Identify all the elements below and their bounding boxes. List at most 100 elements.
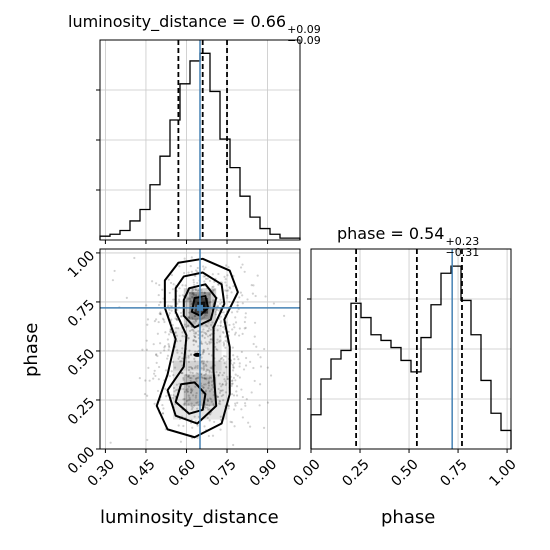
- sample-point: [195, 391, 198, 395]
- sample-point: [203, 377, 207, 380]
- sample-point: [217, 402, 221, 405]
- sample-point: [188, 311, 191, 314]
- sample-point: [175, 340, 179, 343]
- sample-point: [189, 297, 192, 300]
- luminosity-distance-histogram-panel: [96, 39, 301, 244]
- sample-point: [202, 349, 205, 352]
- sample-point: [158, 283, 161, 287]
- sample-point: [174, 331, 177, 335]
- sample-point: [170, 309, 173, 312]
- sample-point: [168, 291, 171, 295]
- sample-point: [173, 390, 176, 393]
- sample-point: [215, 347, 218, 351]
- sample-point: [187, 374, 191, 377]
- sample-point: [154, 353, 158, 357]
- sample-point: [187, 354, 190, 358]
- sample-point: [178, 265, 181, 268]
- sample-point: [176, 351, 179, 354]
- sample-point: [193, 360, 197, 363]
- sample-point: [219, 315, 223, 318]
- sample-point: [183, 335, 186, 338]
- sample-point: [171, 288, 175, 291]
- sample-point: [201, 376, 204, 380]
- sample-point: [192, 293, 196, 296]
- sample-point: [256, 274, 259, 277]
- sample-point: [187, 356, 190, 359]
- density-contour: [155, 257, 239, 439]
- sample-point: [225, 366, 228, 369]
- sample-point: [233, 425, 236, 428]
- sample-point: [180, 371, 184, 375]
- sample-point: [204, 406, 207, 409]
- sample-point: [229, 287, 232, 290]
- sample-point: [207, 369, 210, 372]
- sample-point: [196, 266, 199, 270]
- sample-point: [196, 366, 199, 369]
- sample-point: [191, 367, 194, 370]
- sample-point: [196, 377, 199, 380]
- sample-point: [220, 301, 224, 304]
- sample-point: [176, 318, 179, 322]
- joint-plot-area: [100, 249, 300, 449]
- joint-truth-marker: [197, 304, 203, 311]
- sample-point: [209, 338, 213, 341]
- sample-point: [216, 324, 220, 327]
- sample-point: [191, 426, 194, 429]
- density-contour: [182, 283, 218, 329]
- sample-point: [255, 345, 258, 348]
- sample-point: [272, 302, 276, 305]
- sample-point: [159, 301, 162, 304]
- sample-point: [191, 317, 194, 321]
- sample-point: [245, 398, 248, 401]
- sample-point: [219, 339, 222, 342]
- sample-point: [212, 402, 215, 406]
- sample-point: [192, 278, 195, 282]
- sample-point: [241, 263, 244, 266]
- sample-point: [213, 420, 216, 424]
- sample-point: [169, 330, 172, 333]
- sample-point: [167, 348, 170, 351]
- ld-title-param: luminosity_distance: [68, 12, 227, 31]
- sample-point: [155, 282, 158, 285]
- sample-point: [258, 404, 261, 407]
- sample-point: [181, 331, 184, 334]
- sample-point: [202, 265, 205, 268]
- sample-point: [171, 360, 175, 364]
- sample-point: [221, 374, 224, 377]
- sample-point: [238, 327, 241, 330]
- sample-point: [196, 407, 199, 410]
- sample-point: [186, 298, 189, 301]
- sample-point: [113, 269, 116, 273]
- sample-point: [234, 404, 237, 407]
- ld-frame: [99, 39, 301, 241]
- sample-point: [210, 376, 213, 379]
- sample-point: [183, 402, 187, 405]
- sample-point: [232, 443, 235, 447]
- sample-point: [232, 365, 235, 369]
- sample-point: [215, 308, 218, 311]
- sample-point: [159, 351, 162, 354]
- sample-point: [234, 402, 237, 405]
- sample-point: [240, 408, 243, 411]
- sample-point: [185, 325, 188, 328]
- sample-point: [193, 315, 196, 318]
- sample-point: [138, 376, 141, 380]
- sample-point: [230, 384, 233, 388]
- sample-point: [211, 289, 215, 292]
- sample-point: [189, 388, 193, 392]
- sample-point: [209, 338, 212, 341]
- sample-point: [211, 286, 214, 289]
- sample-point: [182, 398, 185, 401]
- sample-point: [225, 289, 228, 292]
- sample-point: [207, 380, 210, 383]
- sample-point: [193, 322, 196, 325]
- sample-point: [169, 281, 173, 285]
- sample-point: [168, 346, 171, 349]
- sample-point: [184, 300, 187, 303]
- sample-point: [216, 395, 219, 399]
- sample-point: [219, 298, 222, 301]
- sample-point: [157, 303, 161, 307]
- sample-point: [207, 408, 210, 411]
- sample-point: [141, 348, 144, 351]
- sample-point: [233, 326, 236, 329]
